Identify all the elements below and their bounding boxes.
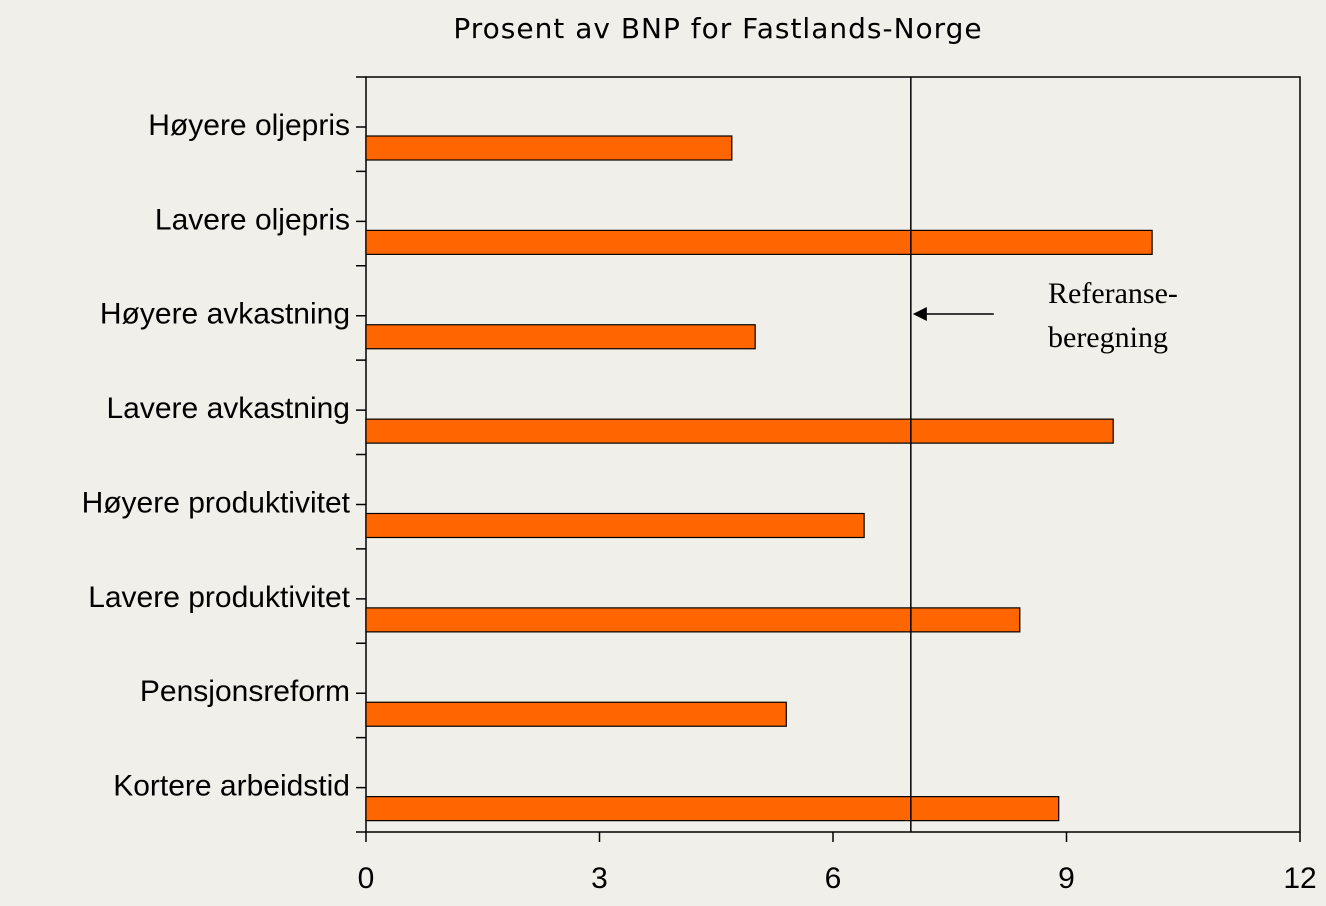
y-tick-label: Pensjonsreform <box>140 675 350 708</box>
y-tick-label: Høyere oljepris <box>148 109 350 142</box>
bar <box>365 701 787 727</box>
annotation: Referanse- <box>1048 277 1178 310</box>
x-tick-label: 0 <box>358 862 375 895</box>
x-tick-label: 12 <box>1283 862 1316 895</box>
chart-title: Prosent av BNP for Fastlands-Norge <box>453 12 982 45</box>
y-tick-label: Lavere avkastning <box>107 392 351 425</box>
y-tick-label: Lavere oljepris <box>155 203 350 236</box>
bar <box>365 229 1153 255</box>
x-tick-label: 9 <box>1058 862 1075 895</box>
bar <box>365 135 733 161</box>
y-tick-label: Høyere avkastning <box>100 298 350 331</box>
bar <box>365 418 1114 444</box>
x-tick-label: 6 <box>825 862 842 895</box>
y-tick-label: Høyere produktivitet <box>82 486 351 519</box>
bar <box>365 324 756 350</box>
arrow-head <box>912 307 927 321</box>
bar <box>365 512 865 539</box>
bar <box>365 796 1060 822</box>
y-tick-label: Lavere produktivitet <box>88 581 350 614</box>
annotation: beregning <box>1048 321 1168 354</box>
x-tick-label: 3 <box>591 862 608 895</box>
y-tick-label: Kortere arbeidstid <box>113 770 350 803</box>
bar <box>365 607 1021 633</box>
